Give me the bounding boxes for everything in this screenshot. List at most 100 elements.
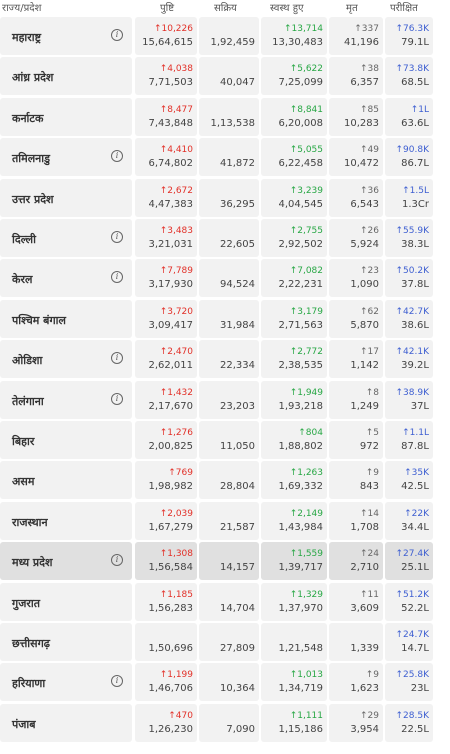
table-row[interactable]: पंजाब ↑470 1,26,230 7,090 ↑1,111 1,15,186 ↑29 3… <box>0 703 450 742</box>
state-name[interactable]: दिल्ली <box>12 233 36 246</box>
state-cell[interactable]: आंध्र प्रदेश <box>0 57 132 96</box>
state-cell[interactable]: गुजरात <box>0 582 132 621</box>
deceased-delta: ↑17 <box>360 347 379 358</box>
tested-delta: ↑76.3K <box>395 24 429 34</box>
tested-cell: ↑90.8K 86.7L <box>385 138 433 177</box>
info-icon[interactable]: i <box>111 231 123 243</box>
state-cell[interactable]: उत्तर प्रदेश <box>0 178 132 217</box>
recovered-cell: ↑3,179 2,71,563 <box>261 299 327 338</box>
state-name[interactable]: गुजरात <box>12 596 40 610</box>
table-row[interactable]: असम ↑769 1,98,982 28,804 ↑1,263 1,69,332 ↑9 843… <box>0 461 450 500</box>
state-cell[interactable]: दिल्ली i <box>0 219 132 257</box>
tested-total: 34.4L <box>401 521 429 533</box>
table-row[interactable]: तेलंगाना i ↑1,432 2,17,670 23,203 ↑1,949 1,93,… <box>0 380 450 419</box>
state-name[interactable]: हरियाणा <box>12 677 46 691</box>
info-icon[interactable]: i <box>111 29 123 41</box>
confirmed-total: 7,43,848 <box>148 117 193 129</box>
state-name[interactable]: पश्चिम बंगाल <box>12 313 66 327</box>
deceased-delta: ↑337 <box>354 24 379 34</box>
state-name[interactable]: तमिलनाडु <box>12 152 50 166</box>
table-row[interactable]: छत्तीसगढ़ 1,50,696 27,809 1,21,548 1,339 ↑24.… <box>0 623 450 661</box>
state-cell[interactable]: कर्नाटक <box>0 97 132 136</box>
state-name[interactable]: महाराष्ट्र <box>12 31 42 44</box>
tested-cell: ↑76.3K 79.1L <box>385 17 433 55</box>
state-cell[interactable]: पंजाब <box>0 703 132 742</box>
header-tested[interactable]: परीक्षित <box>390 3 418 14</box>
recovered-delta: ↑2,755 <box>289 226 323 236</box>
state-name[interactable]: छत्तीसगढ़ <box>12 637 50 650</box>
state-name[interactable]: केरल <box>12 273 33 287</box>
table-row[interactable]: केरल i ↑7,789 3,17,930 94,524 ↑7,082 2,22,231 ↑… <box>0 259 450 298</box>
header-active[interactable]: सक्रिय <box>214 3 237 14</box>
deceased-cell: ↑337 41,196 <box>329 17 383 55</box>
info-icon[interactable]: i <box>111 392 123 405</box>
table-row[interactable]: दिल्ली i ↑3,483 3,21,031 22,605 ↑2,755 2,92,50… <box>0 219 450 257</box>
recovered-total: 1,93,218 <box>278 400 323 412</box>
state-cell[interactable]: असम <box>0 461 132 500</box>
tested-delta: ↑90.8K <box>395 145 429 156</box>
tested-delta: ↑25.8K <box>395 670 429 681</box>
header-confirmed[interactable]: पुष्टि <box>160 3 175 14</box>
state-name[interactable]: उत्तर प्रदेश <box>12 192 54 206</box>
state-cell[interactable]: राजस्थान <box>0 501 132 540</box>
confirmed-total: 1,98,982 <box>148 481 193 493</box>
active-cell: 14,704 <box>199 582 259 621</box>
state-cell[interactable]: केरल i <box>0 259 132 298</box>
recovered-delta: ↑1,949 <box>289 387 323 398</box>
table-row[interactable]: महाराष्ट्र i ↑10,226 15,64,615 1,92,459 ↑13,7… <box>0 17 450 55</box>
table-row[interactable]: तमिलनाडु i ↑4,410 6,74,802 41,872 ↑5,055 6,22,… <box>0 138 450 177</box>
deceased-total: 3,954 <box>350 723 379 735</box>
deceased-cell: ↑26 5,924 <box>329 219 383 257</box>
header-deceased[interactable]: मृत <box>346 3 358 14</box>
active-total: 23,203 <box>220 400 255 412</box>
info-icon[interactable]: i <box>111 675 123 688</box>
state-cell[interactable]: छत्तीसगढ़ <box>0 623 132 661</box>
table-row[interactable]: मध्य प्रदेश i ↑1,308 1,56,584 14,157 ↑1,559 1,… <box>0 542 450 581</box>
table-row[interactable]: कर्नाटक ↑8,477 7,43,848 1,13,538 ↑8,841 6,20,… <box>0 97 450 136</box>
tested-total: 14.7L <box>401 643 429 654</box>
header-state[interactable]: राज्य/प्रदेश <box>2 3 42 14</box>
info-icon[interactable]: i <box>111 352 123 365</box>
info-icon[interactable]: i <box>111 554 123 567</box>
state-name[interactable]: असम <box>12 475 35 489</box>
state-name[interactable]: तेलंगाना <box>12 394 44 408</box>
state-cell[interactable]: पश्चिम बंगाल <box>0 299 132 338</box>
state-name[interactable]: पंजाब <box>12 717 36 731</box>
info-icon[interactable]: i <box>111 150 123 163</box>
deceased-total: 5,870 <box>350 319 379 331</box>
table-row[interactable]: हरियाणा i ↑1,199 1,46,706 10,364 ↑1,013 1,34,7… <box>0 663 450 702</box>
recovered-delta: ↑8,841 <box>289 104 323 115</box>
tested-cell: ↑50.2K 37.8L <box>385 259 433 298</box>
state-cell[interactable]: मध्य प्रदेश i <box>0 542 132 581</box>
recovered-total: 4,04,545 <box>278 198 323 210</box>
state-name[interactable]: ओडिशा <box>12 354 43 368</box>
header-recovered[interactable]: स्वस्थ हुए <box>270 3 304 14</box>
recovered-delta: ↑5,622 <box>289 64 323 75</box>
active-cell: 11,050 <box>199 421 259 459</box>
state-name[interactable]: कर्नाटक <box>12 111 44 125</box>
table-row[interactable]: ओडिशा i ↑2,470 2,62,011 22,334 ↑2,772 2,38,535… <box>0 340 450 379</box>
state-cell[interactable]: बिहार <box>0 421 132 459</box>
state-name[interactable]: राजस्थान <box>12 515 48 529</box>
state-name[interactable]: बिहार <box>12 435 35 448</box>
state-cell[interactable]: हरियाणा i <box>0 663 132 702</box>
table-row[interactable]: पश्चिम बंगाल ↑3,720 3,09,417 31,984 ↑3,179 2,… <box>0 299 450 338</box>
confirmed-cell: ↑4,038 7,71,503 <box>135 57 197 96</box>
state-cell[interactable]: महाराष्ट्र i <box>0 17 132 55</box>
state-name[interactable]: मध्य प्रदेश <box>12 556 53 570</box>
tested-cell: ↑55.9K 38.3L <box>385 219 433 257</box>
confirmed-cell: ↑2,039 1,67,279 <box>135 501 197 540</box>
table-row[interactable]: बिहार ↑1,276 2,00,825 11,050 ↑804 1,88,802 ↑5 9… <box>0 421 450 459</box>
deceased-cell: ↑62 5,870 <box>329 299 383 338</box>
table-row[interactable]: राजस्थान ↑2,039 1,67,279 21,587 ↑2,149 1,43,9… <box>0 501 450 540</box>
active-total: 1,13,538 <box>210 117 255 129</box>
state-cell[interactable]: तमिलनाडु i <box>0 138 132 177</box>
table-row[interactable]: उत्तर प्रदेश ↑2,672 4,47,383 36,295 ↑3,239 4,… <box>0 178 450 217</box>
state-cell[interactable]: तेलंगाना i <box>0 380 132 419</box>
state-cell[interactable]: ओडिशा i <box>0 340 132 379</box>
table-row[interactable]: आंध्र प्रदेश ↑4,038 7,71,503 40,047 ↑5,622 7,… <box>0 57 450 96</box>
deceased-cell: ↑17 1,142 <box>329 340 383 379</box>
info-icon[interactable]: i <box>111 271 123 284</box>
state-name[interactable]: आंध्र प्रदेश <box>12 71 54 85</box>
table-row[interactable]: गुजरात ↑1,185 1,56,283 14,704 ↑1,329 1,37,970… <box>0 582 450 621</box>
